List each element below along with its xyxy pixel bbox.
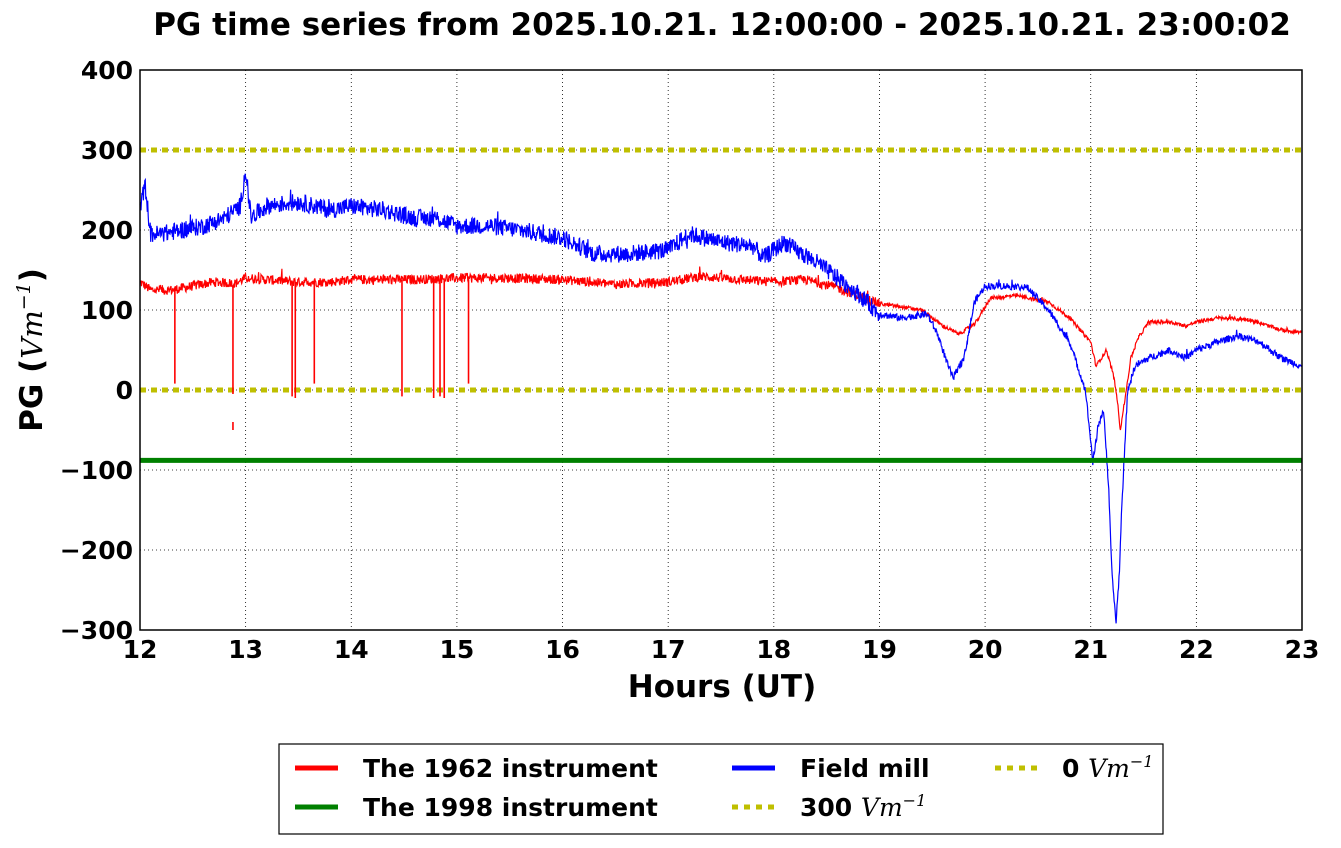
x-tick-label: 19 <box>862 635 897 664</box>
x-tick-label: 20 <box>968 635 1003 664</box>
y-tick-label: 400 <box>81 56 133 85</box>
y-tick-label: −100 <box>60 456 133 485</box>
y-tick-label: 300 <box>81 136 133 165</box>
y-axis-label: PG (Vm−1) <box>13 268 50 432</box>
plot-frame <box>139 69 1303 631</box>
reference-lines <box>140 147 1302 393</box>
legend-label-300: 300 Vm−1 <box>800 791 926 822</box>
x-tick-label: 17 <box>651 635 686 664</box>
x-tick-labels: 12 13 14 15 16 17 18 19 20 21 22 23 <box>123 635 1320 664</box>
legend-label-0: 0 Vm−1 <box>1062 752 1153 783</box>
legend-label-1962: The 1962 instrument <box>363 754 658 783</box>
legend-label-field-mill: Field mill <box>800 754 930 783</box>
y-tick-label: −200 <box>60 536 133 565</box>
series-field-mill <box>139 173 1303 624</box>
y-tick-label: 0 <box>116 376 133 405</box>
y-tick-label: −300 <box>60 616 133 645</box>
x-tick-label: 12 <box>123 635 158 664</box>
legend-box <box>278 743 1164 835</box>
legend: The 1962 instrument Field mill 0 Vm−1 Th… <box>278 743 1164 835</box>
x-tick-label: 18 <box>756 635 791 664</box>
x-tick-label: 23 <box>1285 635 1320 664</box>
y-tick-label: 100 <box>81 296 133 325</box>
x-tick-label: 15 <box>440 635 475 664</box>
x-tick-label: 21 <box>1073 635 1108 664</box>
plot-data <box>139 173 1303 624</box>
x-axis-label: Hours (UT) <box>628 669 817 705</box>
y-tick-label: 200 <box>81 216 133 245</box>
x-tick-label: 14 <box>334 635 369 664</box>
series-the-1962-instrument <box>139 266 1303 431</box>
x-tick-label: 22 <box>1179 635 1214 664</box>
x-tick-label: 16 <box>545 635 580 664</box>
chart-title: PG time series from 2025.10.21. 12:00:00… <box>153 7 1291 43</box>
legend-label-1998: The 1998 instrument <box>363 793 658 822</box>
y-tick-labels: −300 −200 −100 0 100 200 300 400 <box>60 56 133 645</box>
x-tick-label: 13 <box>228 635 263 664</box>
